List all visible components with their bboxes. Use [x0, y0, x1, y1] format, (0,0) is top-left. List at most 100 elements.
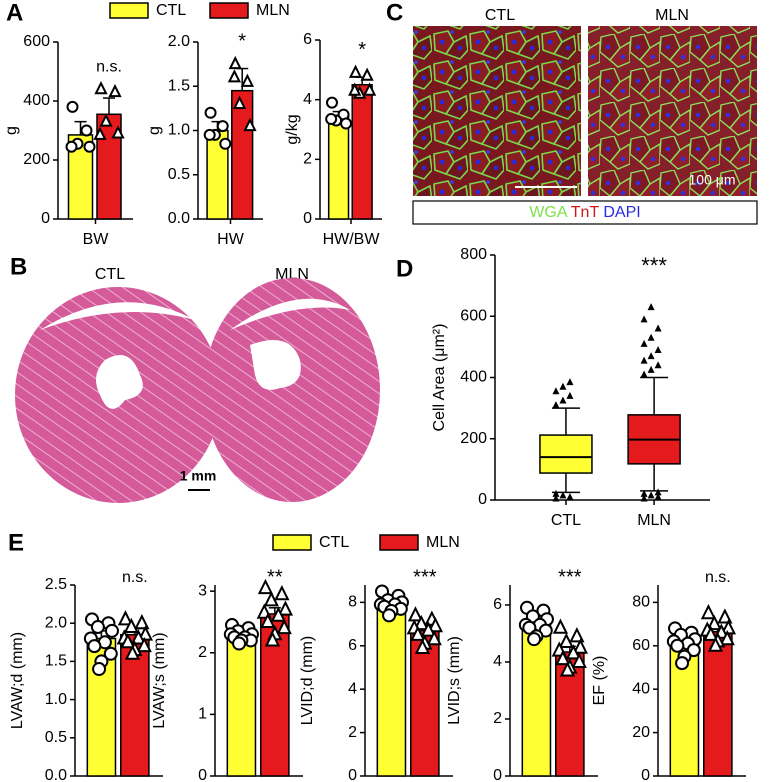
- y-tick-label: 0.0: [45, 767, 67, 782]
- panel-label: A: [6, 0, 23, 26]
- outlier: [552, 489, 560, 497]
- y-tick-label: 2: [348, 724, 357, 741]
- bar: [351, 84, 373, 220]
- y-tick-label: 0.5: [168, 166, 190, 183]
- data-point: [382, 608, 397, 623]
- outlier: [640, 339, 648, 347]
- legend-swatch: [209, 2, 249, 19]
- data-point: [410, 625, 426, 641]
- data-point: [104, 623, 119, 638]
- data-point: [427, 617, 444, 633]
- data-point: [257, 578, 274, 595]
- y-axis-label: g: [146, 126, 163, 135]
- y-axis-label: EF (%): [591, 656, 608, 706]
- data-point: [325, 113, 338, 126]
- y-tick-label: 0.5: [45, 729, 67, 746]
- y-tick-label: 0: [198, 767, 207, 782]
- y-tick-label: 2: [303, 151, 312, 168]
- image-label: MLN: [655, 7, 689, 24]
- data-point: [706, 614, 722, 631]
- y-tick-label: 8: [348, 594, 357, 611]
- outlier: [552, 494, 560, 502]
- data-point: [420, 621, 436, 637]
- box: [539, 434, 593, 474]
- data-point: [277, 600, 294, 616]
- panel-label: B: [10, 253, 27, 280]
- legend-swatch: [109, 2, 149, 19]
- data-point: [348, 82, 362, 96]
- y-tick-label: 2: [493, 710, 502, 727]
- data-point: [90, 620, 105, 635]
- data-point: [227, 69, 242, 83]
- data-point: [719, 630, 735, 646]
- data-point: [240, 73, 255, 87]
- data-point: [203, 128, 216, 141]
- y-tick-label: 600: [460, 307, 487, 324]
- data-point: [93, 126, 107, 140]
- bar: [226, 633, 257, 777]
- y-tick-label: 20: [632, 724, 650, 741]
- outlier: [647, 303, 655, 311]
- y-axis-label: LVID;d (mm): [299, 636, 316, 725]
- y-tick-label: 2.0: [168, 33, 190, 50]
- data-point: [426, 630, 442, 646]
- bar: [327, 115, 350, 220]
- data-point: [274, 585, 290, 601]
- outlier: [640, 494, 648, 502]
- outlier: [654, 324, 662, 332]
- data-point: [552, 618, 569, 634]
- legend-swatch: [379, 534, 419, 551]
- data-point: [717, 608, 733, 624]
- outlier: [654, 492, 662, 500]
- outlier: [654, 488, 662, 496]
- data-point: [572, 638, 589, 654]
- y-tick-label: 0.0: [168, 210, 190, 227]
- data-point: [219, 137, 232, 150]
- data-point: [263, 591, 279, 607]
- outlier: [552, 401, 560, 409]
- y-tick-label: 0: [41, 210, 50, 227]
- data-point: [360, 67, 374, 81]
- heart-section: [204, 278, 380, 502]
- y-tick-label: 4: [303, 91, 312, 108]
- y-tick-label: 0: [303, 210, 312, 227]
- histology: CTL MLN 1 mm: [15, 266, 380, 503]
- y-tick-label: 4: [493, 653, 502, 670]
- outlier: [559, 382, 567, 390]
- significance: n.s.: [96, 58, 122, 75]
- legend-label: CTL: [319, 534, 349, 551]
- outlier: [647, 352, 655, 360]
- y-tick-label: 200: [460, 430, 487, 447]
- data-point: [675, 656, 690, 671]
- data-point: [216, 120, 229, 133]
- data-point: [228, 55, 242, 70]
- data-point: [136, 636, 152, 653]
- y-tick-label: 6: [348, 637, 357, 654]
- y-tick-label: 6: [303, 31, 312, 48]
- data-point: [340, 117, 353, 130]
- outlier: [647, 333, 655, 341]
- x-tick-label: HW/BW: [323, 231, 381, 248]
- data-point: [83, 140, 96, 153]
- x-tick-label: MLN: [637, 512, 671, 529]
- x-tick-label: HW: [217, 231, 245, 248]
- y-tick-label: 200: [23, 151, 50, 168]
- data-point: [243, 117, 257, 132]
- y-axis-label: LVAW;d (mm): [9, 632, 26, 729]
- y-axis-label: Cell Area (μm²): [431, 324, 448, 432]
- data-point: [87, 639, 102, 654]
- data-point: [204, 106, 217, 119]
- y-tick-label: 1.0: [45, 691, 67, 708]
- data-point: [276, 618, 292, 635]
- bar: [521, 624, 552, 777]
- bar: [231, 89, 254, 220]
- bar: [376, 603, 407, 777]
- y-tick-label: 400: [460, 369, 487, 386]
- stain-name: TnT: [571, 204, 600, 221]
- outlier: [654, 361, 662, 369]
- stain-name: DAPI: [603, 204, 640, 221]
- legend-label: CTL: [156, 2, 186, 19]
- data-point: [348, 64, 363, 78]
- cavity: [40, 302, 195, 330]
